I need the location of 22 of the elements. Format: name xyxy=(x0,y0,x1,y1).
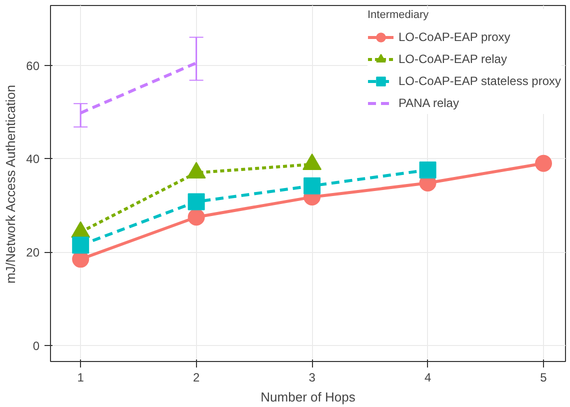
x-tick-label: 4 xyxy=(424,370,432,384)
x-tick-label: 3 xyxy=(308,370,316,384)
x-tick-label: 5 xyxy=(540,370,548,384)
legend-label: LO-CoAP-EAP proxy xyxy=(398,29,510,46)
y-tick-label: 20 xyxy=(26,246,40,260)
y-axis-title: mJ/Network Access Authentication xyxy=(3,84,18,284)
legend-label: LO-CoAP-EAP relay xyxy=(398,51,507,68)
x-tick-label: 2 xyxy=(192,370,200,384)
x-axis-title: Number of Hops xyxy=(260,390,356,404)
point xyxy=(72,236,90,254)
point xyxy=(304,177,321,194)
point xyxy=(188,208,205,226)
y-tick-label: 0 xyxy=(32,339,40,354)
point xyxy=(188,193,205,210)
point xyxy=(535,154,552,172)
point xyxy=(419,161,436,178)
legend-label: PANA relay xyxy=(398,95,459,112)
x-tick-label: 1 xyxy=(77,370,84,384)
legend-label: LO-CoAP-EAP stateless proxy xyxy=(398,73,561,90)
y-tick-label: 60 xyxy=(26,58,40,73)
legend-title: Intermediary xyxy=(367,9,430,21)
y-tick-label: 40 xyxy=(26,152,40,166)
